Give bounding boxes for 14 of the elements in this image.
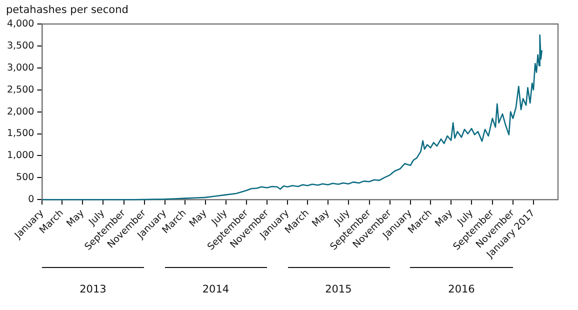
y-tick-label: 3,500 <box>6 40 34 52</box>
y-tick-label: 2,500 <box>6 84 34 96</box>
y-tick-label: 1,500 <box>6 128 34 140</box>
x2-tick-label: 2015 <box>325 283 352 296</box>
y-axis-title: petahashes per second <box>6 4 128 16</box>
x2-tick-label: 2014 <box>202 283 230 296</box>
x2-tick-label: 2016 <box>448 283 476 296</box>
y-tick-label: 0 <box>28 194 34 206</box>
y-tick-label: 3,000 <box>6 62 34 74</box>
x2-tick-label: 2013 <box>80 283 106 296</box>
y-tick-label: 500 <box>16 172 34 184</box>
y-tick-label: 1,000 <box>6 150 34 162</box>
y-tick-label: 2,000 <box>6 106 34 118</box>
y-tick-label: 4,000 <box>6 18 34 30</box>
